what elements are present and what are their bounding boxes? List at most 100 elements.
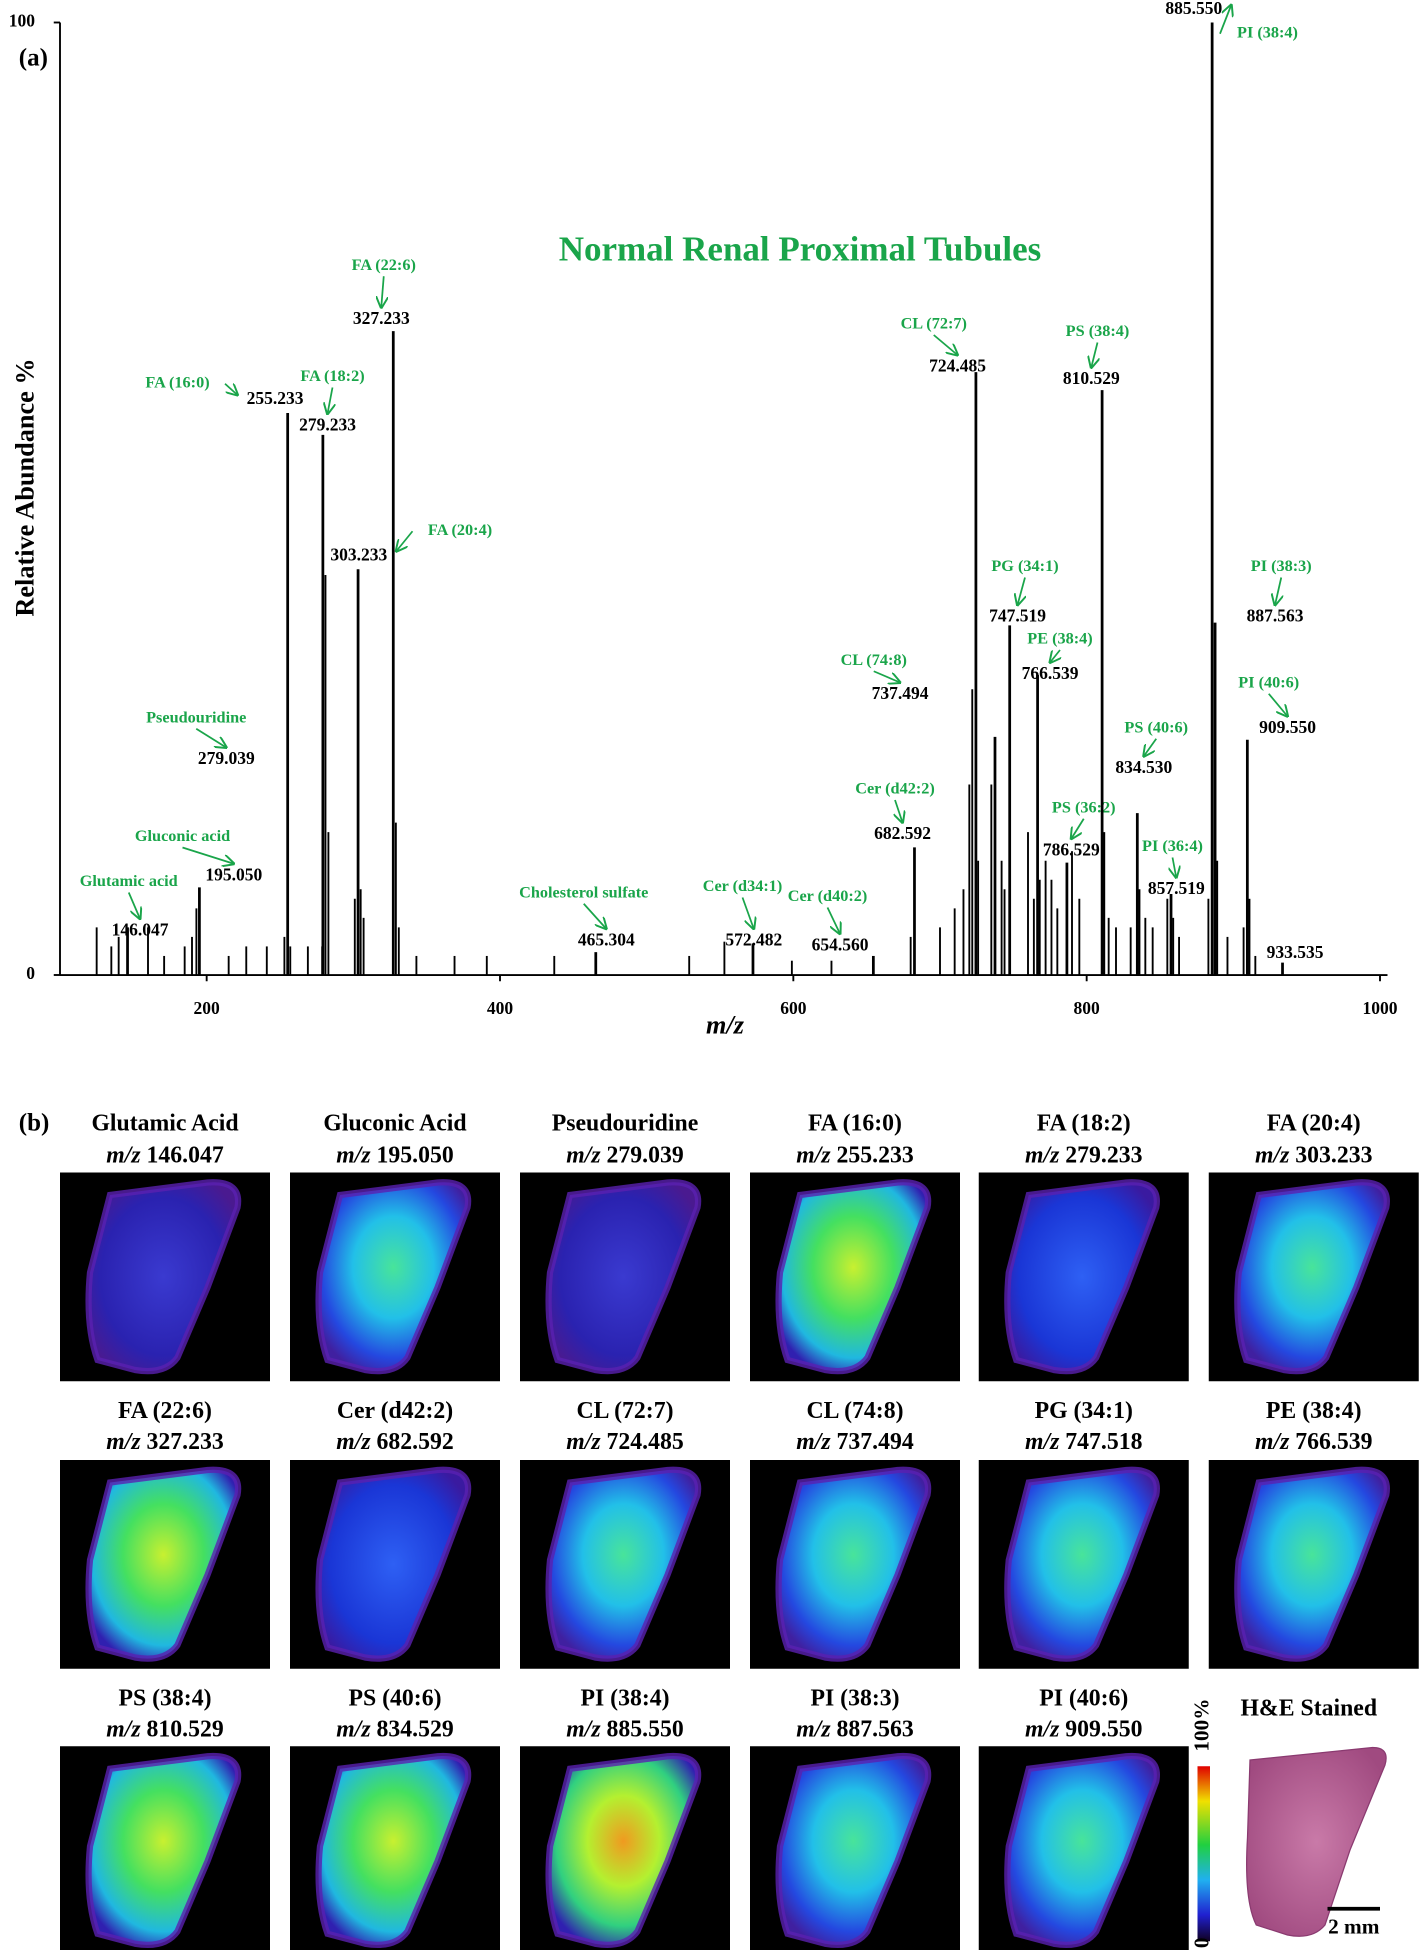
peak-label: 766.539 <box>1022 663 1079 683</box>
label-arrow <box>583 903 607 929</box>
image-title: CL (74:8) <box>807 1398 904 1424</box>
label-arrow <box>1071 818 1085 839</box>
mz-value: 887.563 <box>837 1717 914 1743</box>
mz-value: 279.039 <box>607 1143 684 1169</box>
peak-label: 572.482 <box>725 929 782 949</box>
tissue <box>315 1466 472 1662</box>
peak-label: 146.047 <box>112 919 169 939</box>
peak-label: 747.519 <box>989 606 1046 626</box>
mz-value: 834.529 <box>377 1717 454 1743</box>
peak-label: 195.050 <box>205 864 262 884</box>
image-mz: m/z 737.494 <box>796 1429 914 1455</box>
tissue-signal <box>1004 1466 1160 1662</box>
tissue-signal <box>775 1179 932 1375</box>
image-mz: m/z 887.563 <box>796 1717 914 1743</box>
label-arrow <box>741 897 754 929</box>
tissue-signal <box>545 1466 702 1662</box>
image-mz: m/z 834.529 <box>336 1717 454 1743</box>
peak-label: 279.233 <box>299 414 356 434</box>
x-tick-label: 1000 <box>1363 998 1398 1018</box>
tissue-signal <box>545 1752 702 1948</box>
tissue-signal <box>85 1466 242 1662</box>
tissue-signal <box>1234 1466 1390 1662</box>
mz-prefix: m/z <box>1025 1429 1060 1455</box>
colorbar-max: 100% <box>1190 1698 1214 1751</box>
mz-prefix: m/z <box>106 1143 141 1169</box>
mz-prefix: m/z <box>106 1429 141 1455</box>
image-mz: m/z 909.550 <box>1025 1717 1142 1743</box>
tissue <box>1234 1179 1390 1375</box>
compound-label: Cer (d40:2) <box>788 887 868 905</box>
peak-label: 834.530 <box>1115 757 1172 777</box>
x-tick-label: 800 <box>1074 998 1101 1018</box>
peak-label: 255.233 <box>247 388 304 408</box>
image-mz: m/z 682.592 <box>336 1429 453 1455</box>
label-arrow <box>1173 857 1177 878</box>
tissue <box>1004 1752 1160 1948</box>
image-mz: m/z 766.539 <box>1255 1429 1373 1455</box>
tissue <box>1004 1466 1160 1662</box>
tissue-signal <box>315 1179 472 1375</box>
label-arrow <box>224 384 238 395</box>
label-arrow <box>381 276 384 307</box>
y-tick-label: 100 <box>9 11 36 31</box>
image-mz: m/z 146.047 <box>106 1143 224 1169</box>
tissue-signal <box>1004 1752 1160 1948</box>
tissue <box>85 1752 242 1948</box>
peak-label: 933.535 <box>1267 942 1324 962</box>
image-mz: m/z 195.050 <box>336 1143 453 1169</box>
compound-label: Glutamic acid <box>80 872 178 890</box>
compound-label: FA (20:4) <box>428 521 492 539</box>
mz-prefix: m/z <box>566 1143 601 1169</box>
label-arrow <box>895 799 903 823</box>
compound-label: Cer (d34:1) <box>703 877 783 895</box>
compound-label: PE (38:4) <box>1027 630 1092 648</box>
image-mz: m/z 255.233 <box>796 1143 914 1169</box>
compound-label: Gluconic acid <box>135 827 230 845</box>
compound-label: PI (36:4) <box>1142 837 1203 855</box>
compound-label: CL (74:8) <box>841 651 907 669</box>
colorbar <box>1197 1766 1210 1942</box>
image-mz: m/z 885.550 <box>566 1717 683 1743</box>
panel-label: (b) <box>19 1110 50 1137</box>
tissue-signal <box>315 1752 472 1948</box>
mz-prefix: m/z <box>566 1717 601 1743</box>
mz-prefix: m/z <box>1255 1143 1290 1169</box>
image-title: FA (18:2) <box>1037 1110 1131 1136</box>
tissue <box>545 1179 702 1375</box>
peak-label: 909.550 <box>1259 717 1316 737</box>
mz-prefix: m/z <box>336 1717 371 1743</box>
image-mz: m/z 279.233 <box>1025 1143 1143 1169</box>
image-title: Glutamic Acid <box>91 1110 238 1136</box>
compound-label: FA (18:2) <box>300 367 364 385</box>
image-title: PI (38:3) <box>810 1685 899 1711</box>
scale-bar-label: 2 mm <box>1328 1915 1380 1939</box>
label-arrow <box>933 334 958 355</box>
compound-label: PS (40:6) <box>1124 718 1188 736</box>
image-mz: m/z 279.039 <box>566 1143 684 1169</box>
tissue <box>315 1179 472 1375</box>
peak-label: 737.494 <box>872 683 929 703</box>
image-title: PE (38:4) <box>1266 1398 1362 1424</box>
mz-prefix: m/z <box>1255 1429 1290 1455</box>
mz-prefix: m/z <box>106 1717 141 1743</box>
compound-label: Pseudouridine <box>146 708 246 726</box>
peak-label: 279.039 <box>198 748 255 768</box>
peak-label: 887.563 <box>1247 606 1304 626</box>
tissue-signal <box>545 1179 702 1375</box>
mz-value: 682.592 <box>377 1429 454 1455</box>
compound-label: Cer (d42:2) <box>855 780 935 798</box>
tissue-signal <box>85 1179 242 1375</box>
panel-label: (a) <box>19 45 48 72</box>
compound-label: PG (34:1) <box>991 557 1058 575</box>
tissue <box>85 1179 242 1375</box>
label-arrow <box>1268 693 1288 717</box>
he-tissue <box>1246 1746 1387 1937</box>
image-mz: m/z 303.233 <box>1255 1143 1373 1169</box>
mz-value: 327.233 <box>147 1429 224 1455</box>
image-title: CL (72:7) <box>577 1398 674 1424</box>
peak-label: 465.304 <box>578 929 635 949</box>
peak-label: 724.485 <box>929 356 986 376</box>
peak-label: 682.592 <box>874 823 931 843</box>
mz-value: 810.529 <box>147 1717 224 1743</box>
